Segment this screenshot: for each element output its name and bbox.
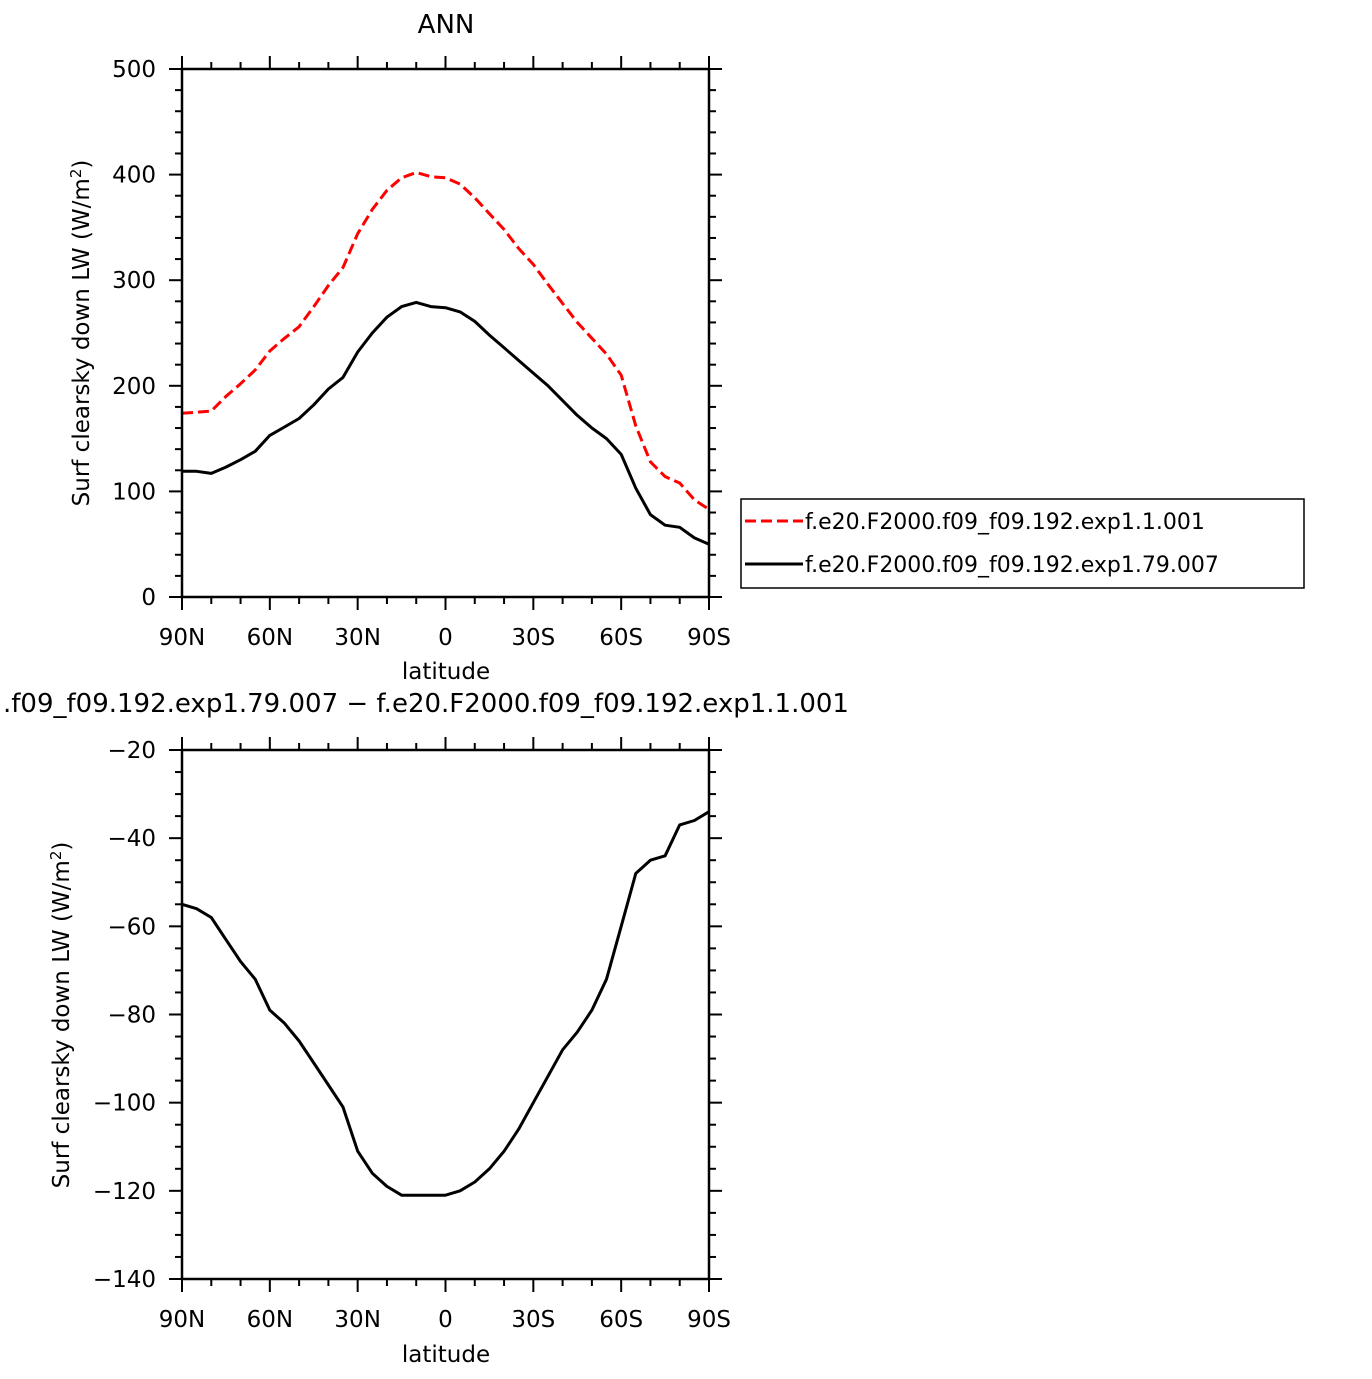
bottom-x-tick-label: 0	[438, 1307, 453, 1333]
top-x-tick-label: 30N	[334, 625, 380, 651]
bottom-x-tick-label: 30N	[334, 1307, 380, 1333]
top-x-tick-label: 30S	[511, 625, 555, 651]
bottom-chart-title: .f09_f09.192.exp1.79.007 − f.e20.F2000.f…	[3, 689, 849, 719]
bottom-x-tick-label: 30S	[511, 1307, 555, 1333]
bottom-y-tick-label: −20	[107, 738, 156, 764]
bottom-y-tick-label: −120	[93, 1179, 156, 1205]
top-x-tick-label: 90S	[687, 625, 731, 651]
bottom-y-tick-label: −80	[107, 1003, 156, 1029]
top-y-tick-label: 300	[112, 268, 156, 294]
top-y-tick-label: 0	[141, 585, 156, 611]
top-x-tick-label: 90N	[159, 625, 205, 651]
legend: f.e20.F2000.f09_f09.192.exp1.1.001 f.e20…	[740, 498, 1305, 589]
top-x-tick-label: 0	[438, 625, 453, 651]
top-chart-series	[181, 171, 710, 546]
bottom-y-tick-label: −40	[107, 826, 156, 852]
top-chart-title: ANN	[418, 10, 475, 40]
bottom-chart-series	[181, 810, 710, 1197]
bottom-x-tick-label: 60N	[247, 1307, 293, 1333]
bottom-chart-panel: .f09_f09.192.exp1.79.007 − f.e20.F2000.f…	[3, 689, 849, 1368]
bottom-y-tick-label: −140	[93, 1267, 156, 1293]
top-series-2-line	[182, 300, 710, 546]
bottom-x-tick-label: 90S	[687, 1307, 731, 1333]
bottom-chart-frame	[180, 748, 711, 1281]
top-y-tick-label: 100	[112, 479, 156, 505]
bottom-y-tick-label: −60	[107, 914, 156, 940]
top-chart-ticks: 90N 60N 30N 0 30S 60S 90S 0 100 200 300 400 500	[112, 56, 731, 651]
legend-label-series-2: f.e20.F2000.f09_f09.192.exp1.79.007	[805, 553, 1219, 578]
top-y-tick-label: 200	[112, 374, 156, 400]
bottom-x-tick-label: 60S	[599, 1307, 643, 1333]
legend-label-series-1: f.e20.F2000.f09_f09.192.exp1.1.001	[805, 510, 1205, 535]
top-x-tick-label: 60S	[599, 625, 643, 651]
top-y-tick-label: 400	[112, 163, 156, 189]
legend-box	[740, 498, 1305, 589]
bottom-chart-ylabel: Surf clearsky down LW (W/m2)	[47, 842, 75, 1189]
top-chart-ylabel: Surf clearsky down LW (W/m2)	[67, 160, 95, 507]
bottom-chart-xlabel: latitude	[402, 1342, 490, 1368]
top-series-1-line	[181, 171, 710, 511]
bottom-x-tick-label: 90N	[159, 1307, 205, 1333]
top-chart-xlabel: latitude	[402, 659, 490, 685]
top-x-tick-label: 60N	[247, 625, 293, 651]
bottom-y-tick-label: −100	[93, 1091, 156, 1117]
top-y-tick-label: 500	[112, 57, 156, 83]
bottom-chart-ticks: 90N 60N 30N 0 30S 60S 90S −140 −120 −100 −80 −60 −40…	[93, 737, 731, 1333]
top-chart-frame	[180, 67, 711, 599]
top-chart-panel: ANN 90N 60N 30N 0 30S 60S 90S0100200300400500 …	[67, 10, 1305, 685]
bottom-series-1-line	[181, 810, 710, 1197]
